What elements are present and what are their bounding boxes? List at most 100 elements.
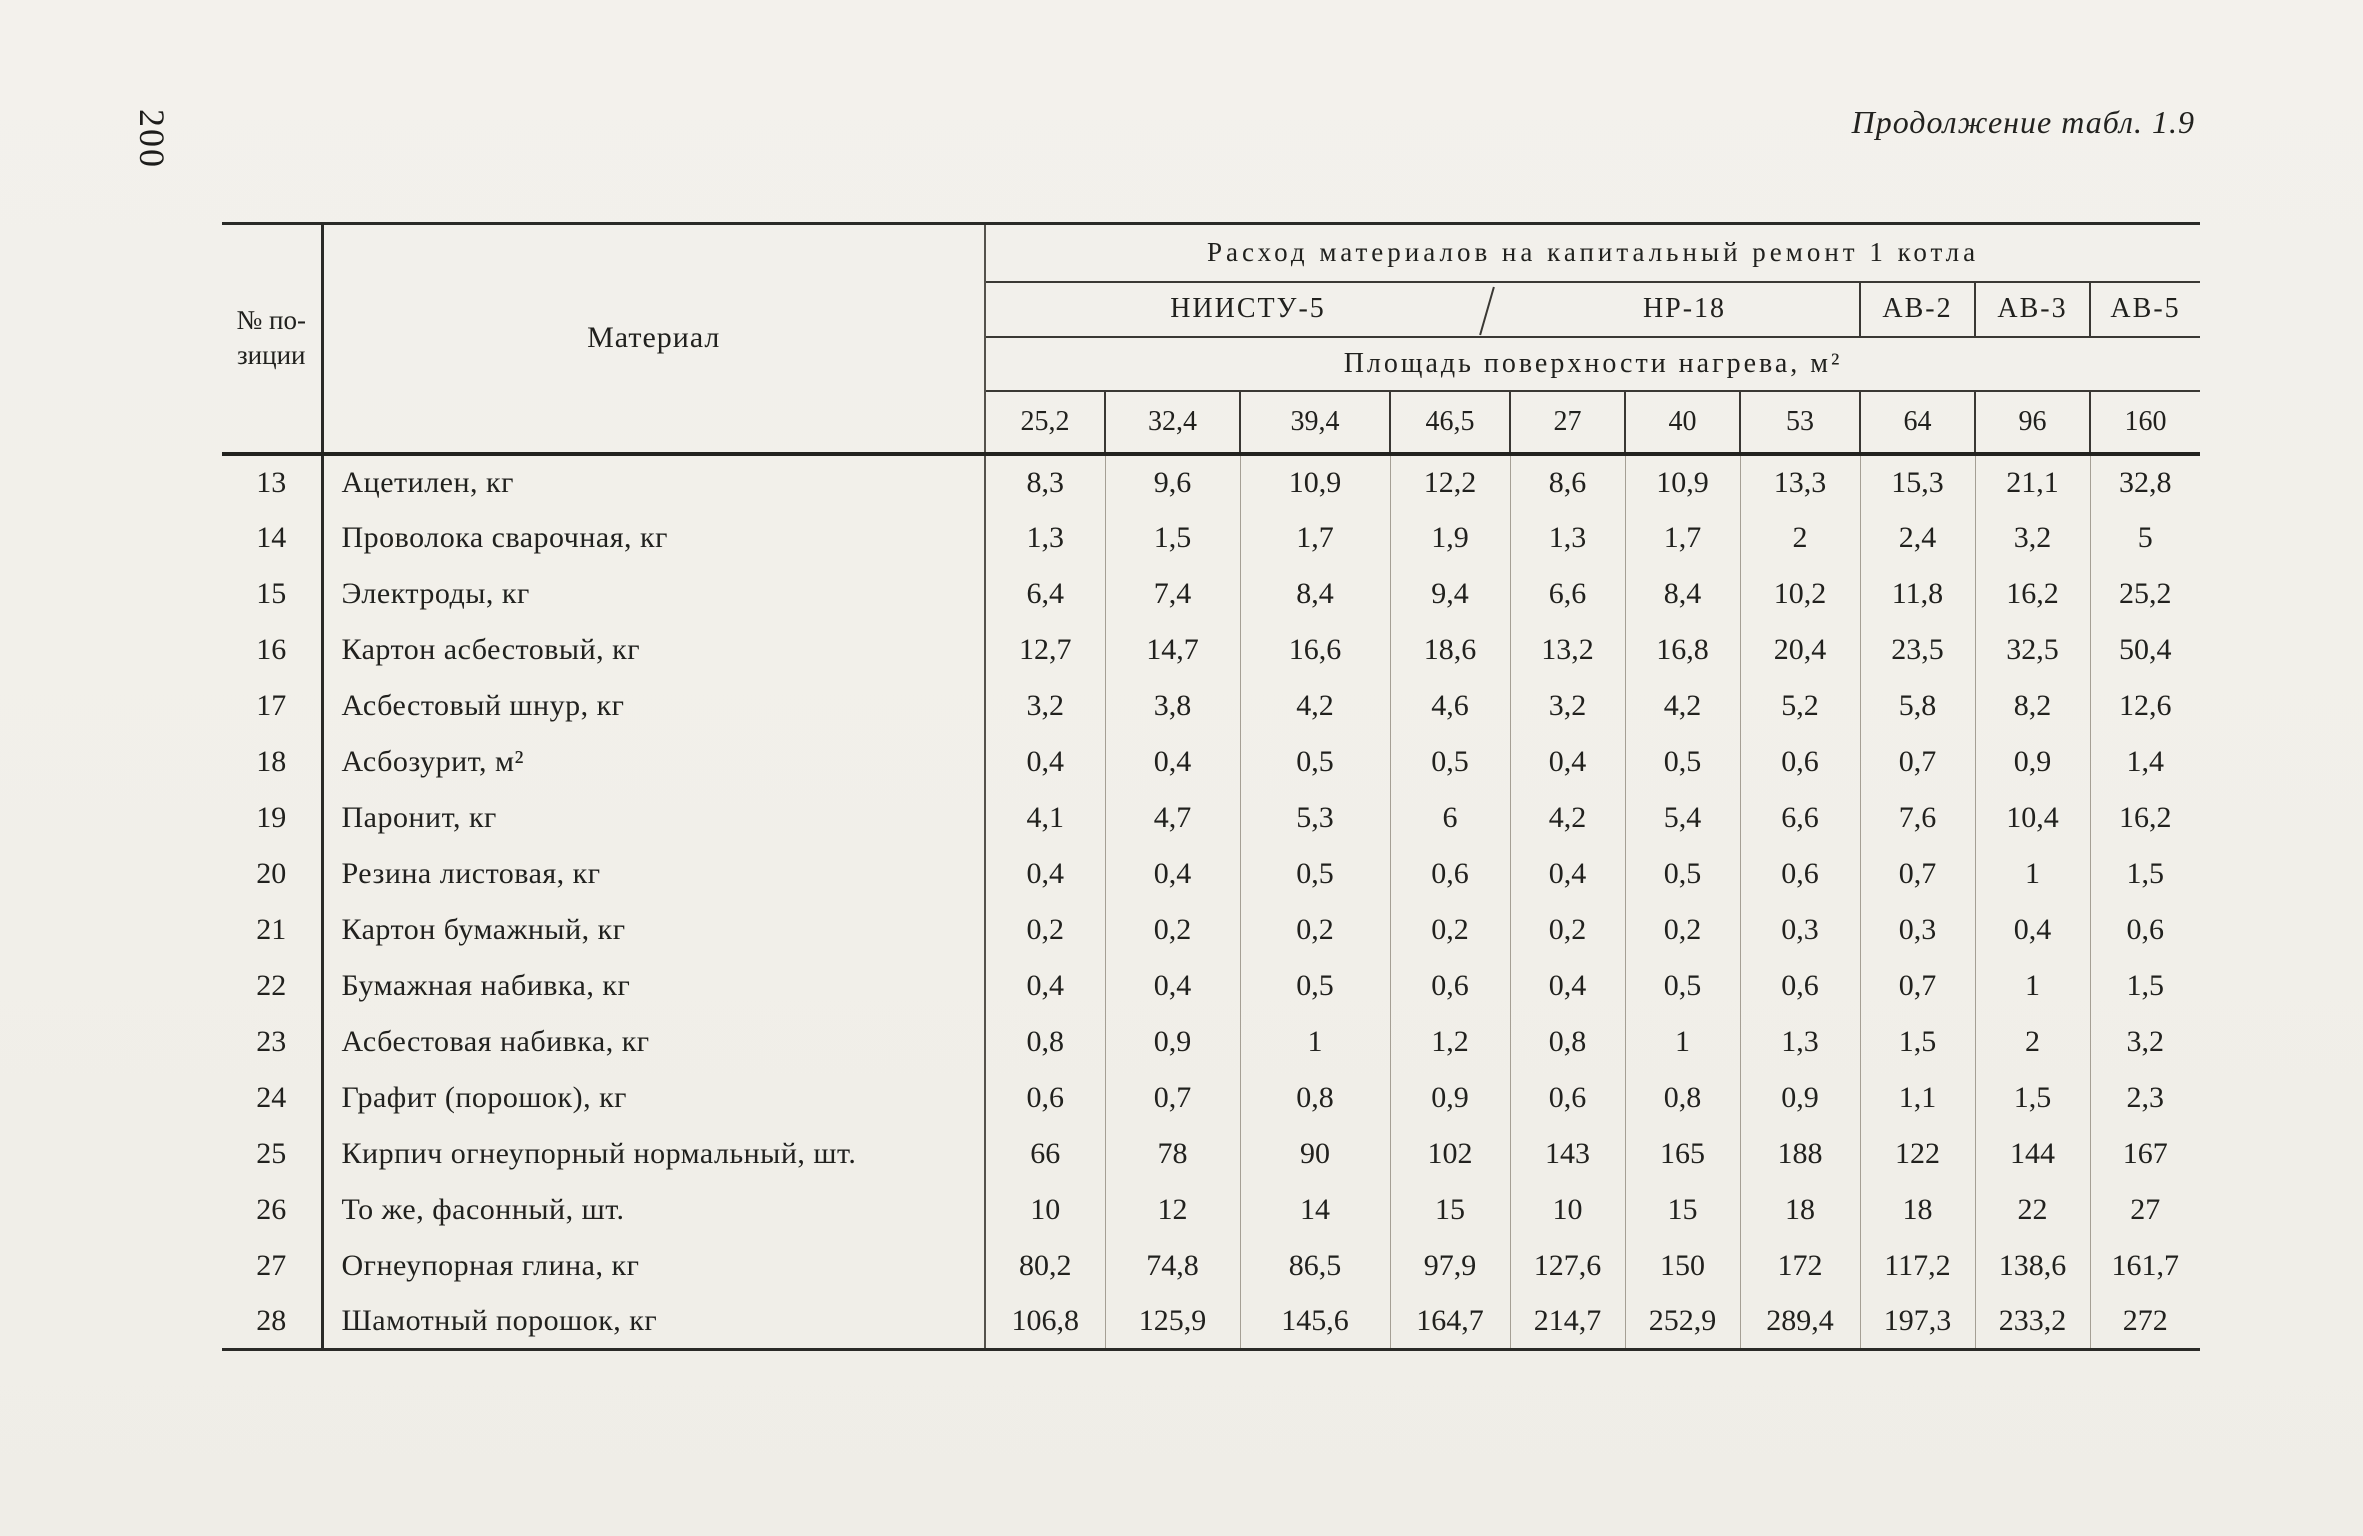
material-value: 117,2 [1859,1237,1975,1294]
material-value: 1 [1239,1013,1390,1070]
material-value: 106,8 [1011,1303,1080,1337]
position-number: 15 [222,565,324,622]
material-value: 27 [2089,1181,2201,1238]
boiler-models-row: НИИСТУ-5 НР-18 АВ-2 АВ-3 АВ-5 [222,281,2201,338]
table-row: 24 Графит (порошок), кг 0,6 0,7 0,8 0,9 0,6 0,8… [222,1069,2201,1126]
material-value: 0,2 [1026,912,1065,946]
material-value: 8,4 [1239,565,1390,622]
material-value: 18,6 [1389,621,1510,678]
material-name: Картон асбестовый, кг [322,621,986,678]
material-value: 21,1 [1974,453,2090,510]
material-value: 0,6 [1026,1080,1065,1114]
material-value: 10,2 [1739,565,1860,622]
table-row: 18 Асбозурит, м² 0,4 0,4 0,5 0,5 0,4 0,5 0,6 0,7 0… [222,733,2201,790]
material-value: 32,5 [1974,621,2090,678]
material-value: 2,3 [2089,1069,2201,1126]
material-value: 5,3 [1239,789,1390,846]
heating-area-value: 32,4 [1104,390,1240,456]
material-name: Проволока сварочная, кг [322,509,986,566]
material-name: Кирпич огнеупорный нормальный, шт. [322,1125,986,1182]
material-value: 1,4 [2089,733,2201,790]
material-value: 3,2 [2089,1013,2201,1070]
heating-area-value: 46,5 [1389,390,1510,456]
material-value: 0,6 [1509,1069,1625,1126]
materials-table: № по- зиции Материал Расход материалов н… [222,222,2201,1351]
material-value: 0,7 [1859,845,1975,902]
material-value: 8,6 [1509,453,1625,510]
material-value: 9,6 [1104,453,1240,510]
material-value: 23,5 [1859,621,1975,678]
pos-column-header-line1: № по- [236,305,306,336]
material-value: 5 [2089,509,2201,566]
material-value: 1 [1624,1013,1740,1070]
material-value: 144 [1974,1125,2090,1182]
material-value: 15 [1624,1181,1740,1238]
material-name: То же, фасонный, шт. [322,1181,986,1238]
material-value: 272 [2089,1293,2201,1350]
material-value: 1,3 [1026,520,1065,554]
material-value: 10,4 [1974,789,2090,846]
material-value: 0,6 [1389,957,1510,1014]
material-value: 164,7 [1389,1293,1510,1350]
material-value: 9,4 [1389,565,1510,622]
material-value: 0,7 [1859,957,1975,1014]
material-value: 1,5 [1859,1013,1975,1070]
material-value: 0,3 [1739,901,1860,958]
material-value: 0,9 [1974,733,2090,790]
material-name: Асбестовая набивка, кг [322,1013,986,1070]
material-value: 10,9 [1624,453,1740,510]
material-value: 3,2 [1026,688,1065,722]
material-value: 289,4 [1739,1293,1860,1350]
table-row: 16 Картон асбестовый, кг 12,7 14,7 16,6 18,6 1… [222,621,2201,678]
material-value: 2,4 [1859,509,1975,566]
material-name: Электроды, кг [322,565,986,622]
material-value: 0,8 [1026,1024,1065,1058]
material-value: 0,6 [1389,845,1510,902]
material-value: 0,6 [2089,901,2201,958]
material-value: 78 [1104,1125,1240,1182]
consumption-header: Расход материалов на капитальный ремонт … [985,223,2201,283]
boiler-model-header: АВ-3 [1974,281,2090,338]
material-value: 1 [1974,845,2090,902]
material-value: 25,2 [2089,565,2201,622]
material-value: 18 [1859,1181,1975,1238]
material-value: 0,5 [1239,957,1390,1014]
material-value: 0,5 [1389,733,1510,790]
material-value: 1,3 [1509,509,1625,566]
material-value: 1,5 [2089,957,2201,1014]
material-value: 14,7 [1104,621,1240,678]
pos-column-header: № по- зиции [222,223,324,456]
material-value: 0,5 [1624,957,1740,1014]
material-value: 252,9 [1624,1293,1740,1350]
material-name: Паронит, кг [322,789,986,846]
boiler-model-header: АВ-2 [1859,281,1975,338]
material-value: 15,3 [1859,453,1975,510]
material-value: 0,4 [1026,744,1065,778]
material-value: 2 [1974,1013,2090,1070]
material-value: 172 [1739,1237,1860,1294]
material-value: 1,3 [1739,1013,1860,1070]
material-value: 0,4 [1104,733,1240,790]
boiler-model-header: НР-18 [1510,281,1860,338]
material-value: 0,7 [1104,1069,1240,1126]
material-value: 0,8 [1239,1069,1390,1126]
table-header: № по- зиции Материал Расход материалов н… [222,223,2201,456]
heating-area-value: 64 [1859,390,1975,456]
material-value: 0,4 [1026,856,1065,890]
material-value: 0,3 [1859,901,1975,958]
table-row: 28 Шамотный порошок, кг 106,8 125,9 145,6 164… [222,1293,2201,1350]
material-value: 12,2 [1389,453,1510,510]
material-name: Картон бумажный, кг [322,901,986,958]
material-value: 0,4 [1509,845,1625,902]
material-value: 1,5 [2089,845,2201,902]
material-value: 8,2 [1974,677,2090,734]
table-row: 21 Картон бумажный, кг 0,2 0,2 0,2 0,2 0,2 0,2 0… [222,901,2201,958]
material-value: 12,6 [2089,677,2201,734]
table-row: 17 Асбестовый шнур, кг 3,2 3,8 4,2 4,6 3,2 4,2 5… [222,677,2201,734]
material-value: 161,7 [2089,1237,2201,1294]
material-value: 13,3 [1739,453,1860,510]
material-value: 3,2 [1509,677,1625,734]
material-value: 0,4 [1974,901,2090,958]
material-value: 233,2 [1974,1293,2090,1350]
